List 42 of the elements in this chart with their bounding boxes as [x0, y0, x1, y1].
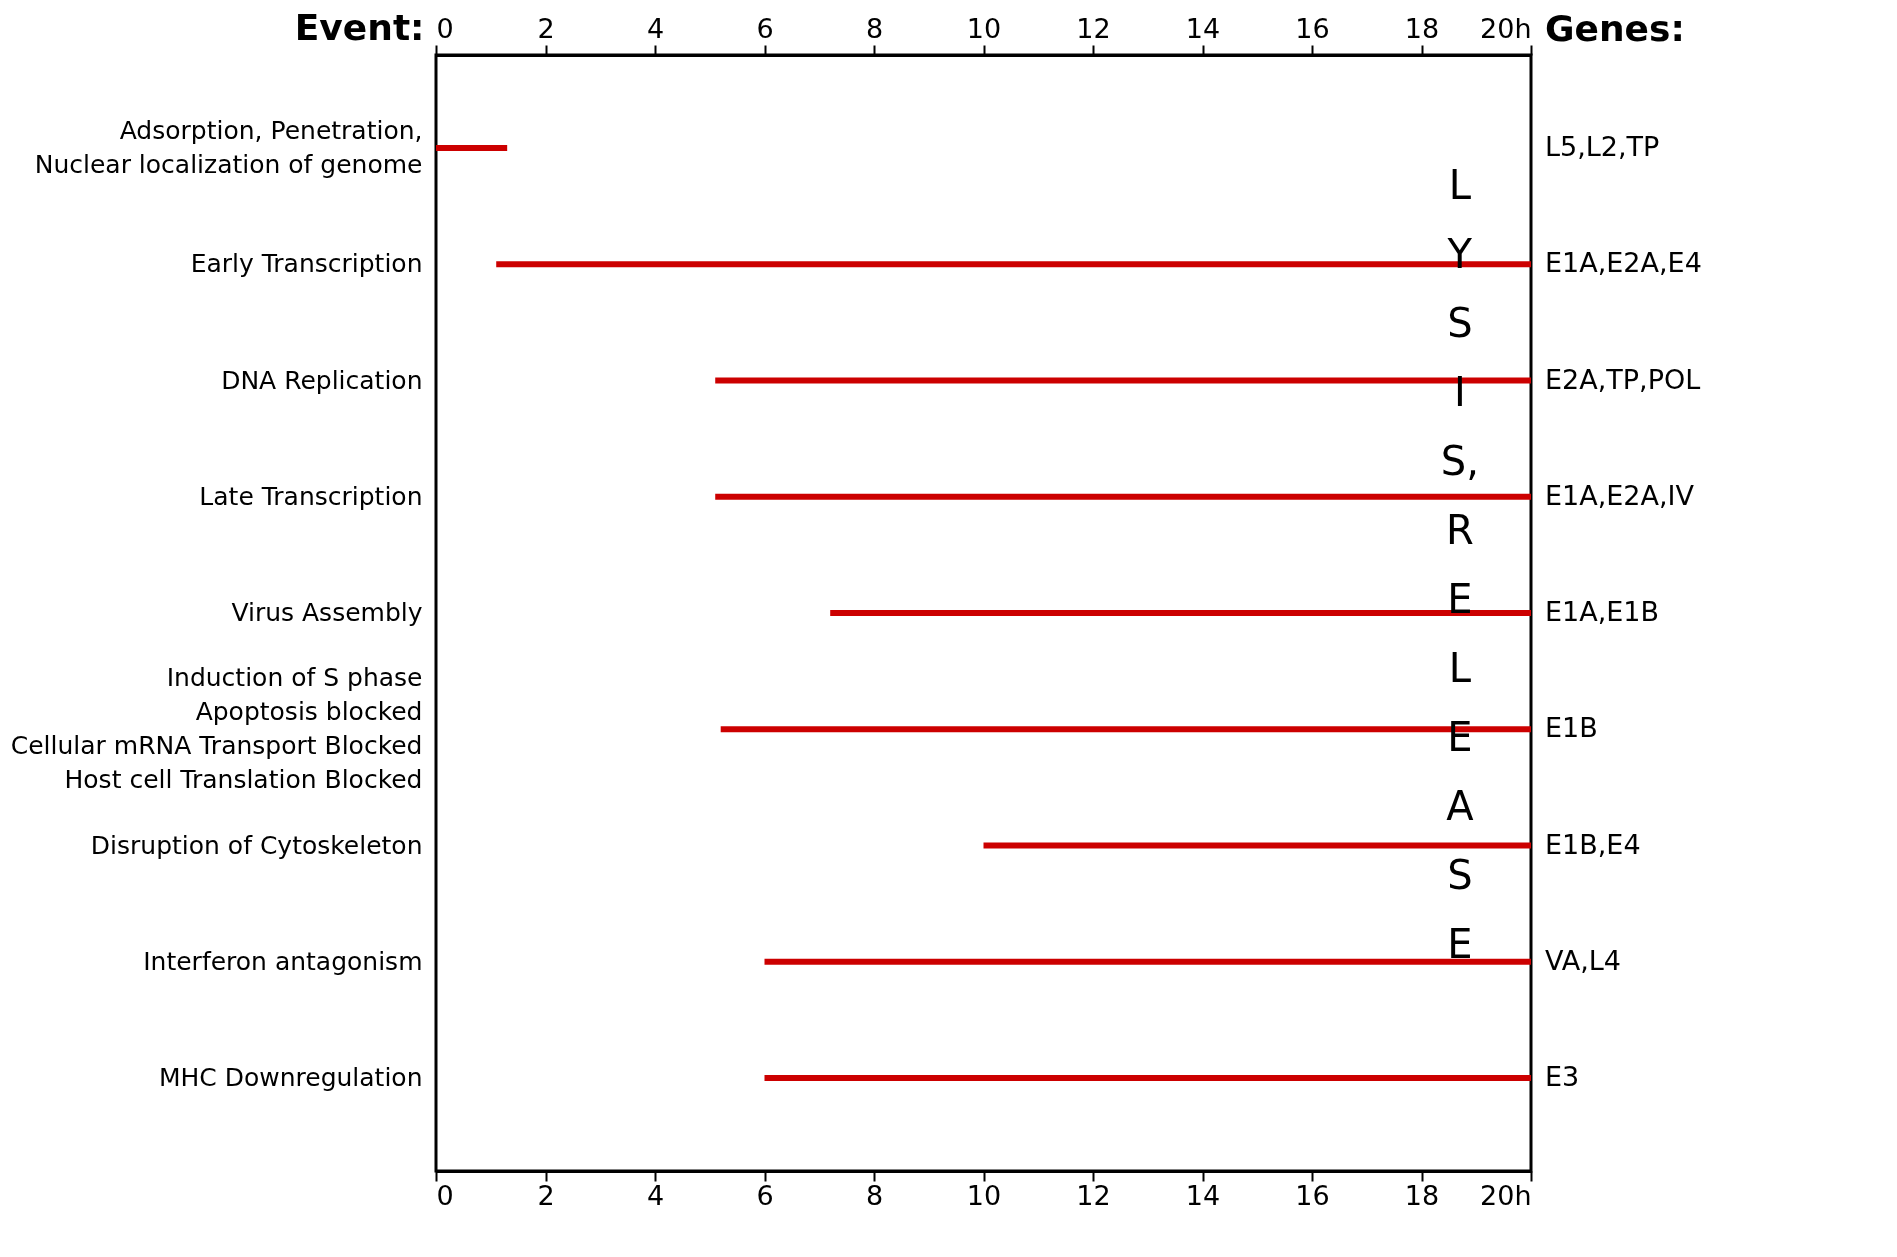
- text: VA,L4: [1545, 944, 1622, 976]
- x-tick-label: 20h: [1480, 1179, 1532, 1211]
- y-tick-label: Virus Assembly: [231, 598, 423, 627]
- x-tick-label: 4: [646, 1179, 665, 1211]
- x2-tick-label: 20h: [1480, 12, 1532, 44]
- x-tick-label: 18: [1404, 1179, 1440, 1211]
- y-tick-label: Late Transcription: [199, 481, 423, 511]
- text: E2A,TP,POL: [1545, 363, 1701, 395]
- x-tick-label: 0: [436, 1179, 454, 1211]
- x2-tick-label: 4: [646, 12, 665, 44]
- x2-tick-label: 18: [1404, 12, 1440, 44]
- x2-tick-label: 2: [537, 12, 555, 44]
- y-tick-label: DNA Replication: [221, 365, 423, 395]
- y-axis-title: Event:: [294, 6, 425, 48]
- x2-tick-label: 8: [865, 12, 884, 44]
- y-tick-label: Adsorption, Penetration, Nuclear localization of genome: [34, 116, 423, 179]
- text: E1B: [1545, 712, 1598, 744]
- x-tick-label: 6: [756, 1179, 774, 1211]
- x2-tick-label: 0: [436, 12, 454, 44]
- x-tick-label: 14: [1185, 1179, 1221, 1211]
- x2-tick-label: 14: [1185, 12, 1221, 44]
- x-tick-label: 10: [966, 1179, 1002, 1211]
- x-tick-label: 12: [1076, 1179, 1111, 1211]
- x-tick-label: 2: [537, 1179, 555, 1211]
- x-tick-label: 8: [865, 1179, 884, 1211]
- text: E3: [1545, 1061, 1580, 1092]
- y-tick-label: Disruption of Cytoskeleton: [90, 830, 423, 860]
- text: E1B,E4: [1545, 828, 1641, 860]
- x2-tick-label: 10: [966, 12, 1002, 44]
- text: L5,L2,TP: [1545, 131, 1660, 162]
- y-tick-label: MHC Downregulation: [158, 1063, 423, 1092]
- x-tick-label: 16: [1295, 1179, 1330, 1211]
- x2-tick-label: 16: [1295, 12, 1330, 44]
- x2-tick-label: 6: [756, 12, 774, 44]
- y-tick-label: Interferon antagonism: [143, 946, 423, 976]
- text: E1A,E2A,E4: [1545, 247, 1702, 279]
- y-tick-label: Induction of S phase Apoptosis blocked Cellular mRNA Transport Blocked Host cell Translation Blocked: [10, 663, 423, 795]
- text: E1A,E1B: [1545, 596, 1660, 627]
- x2-tick-label: 12: [1076, 12, 1111, 44]
- text: E1A,E2A,IV: [1545, 479, 1695, 511]
- text: Genes:: [1545, 8, 1685, 49]
- y-tick-label: Early Transcription: [190, 249, 423, 279]
